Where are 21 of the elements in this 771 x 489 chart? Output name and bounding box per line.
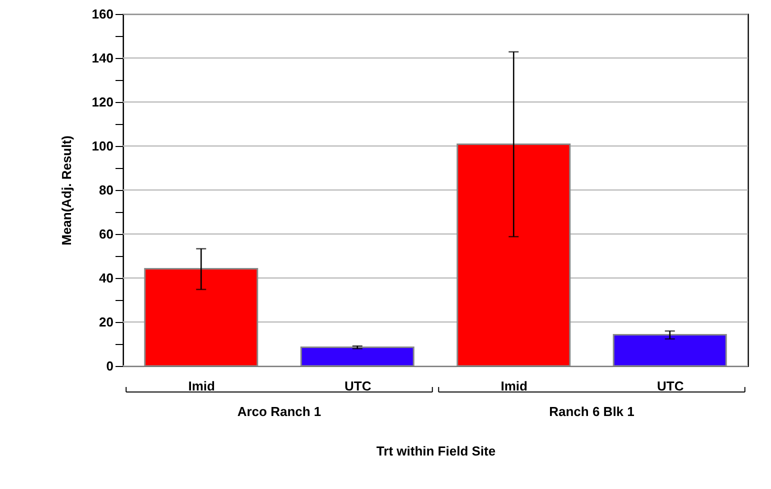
x-tick-label: UTC: [344, 378, 372, 394]
y-tick-label: 160: [92, 6, 114, 22]
bar: [456, 143, 571, 367]
y-tick-label: 40: [99, 270, 114, 286]
y-tick-label: 0: [106, 358, 114, 374]
y-axis-title: Mean(Adj. Result): [58, 136, 74, 246]
text: Ranch 6 Blk 1: [549, 404, 634, 419]
y-tick-label: 140: [92, 50, 114, 66]
y-tick-label: 20: [99, 314, 114, 330]
bar: [144, 268, 258, 367]
y-tick-label: 80: [99, 182, 114, 198]
y-tick-label: 60: [99, 226, 114, 242]
bar: [612, 334, 727, 367]
y-tick-label: 100: [92, 138, 114, 154]
text: Arco Ranch 1: [237, 404, 322, 419]
x-tick-label: Imid: [500, 378, 528, 394]
x-axis-title: Trt within Field Site: [376, 444, 496, 458]
y-tick-label: 120: [92, 94, 114, 110]
x-tick-label: UTC: [657, 378, 684, 394]
x-tick-label: Imid: [188, 378, 216, 394]
bar: [300, 346, 414, 367]
